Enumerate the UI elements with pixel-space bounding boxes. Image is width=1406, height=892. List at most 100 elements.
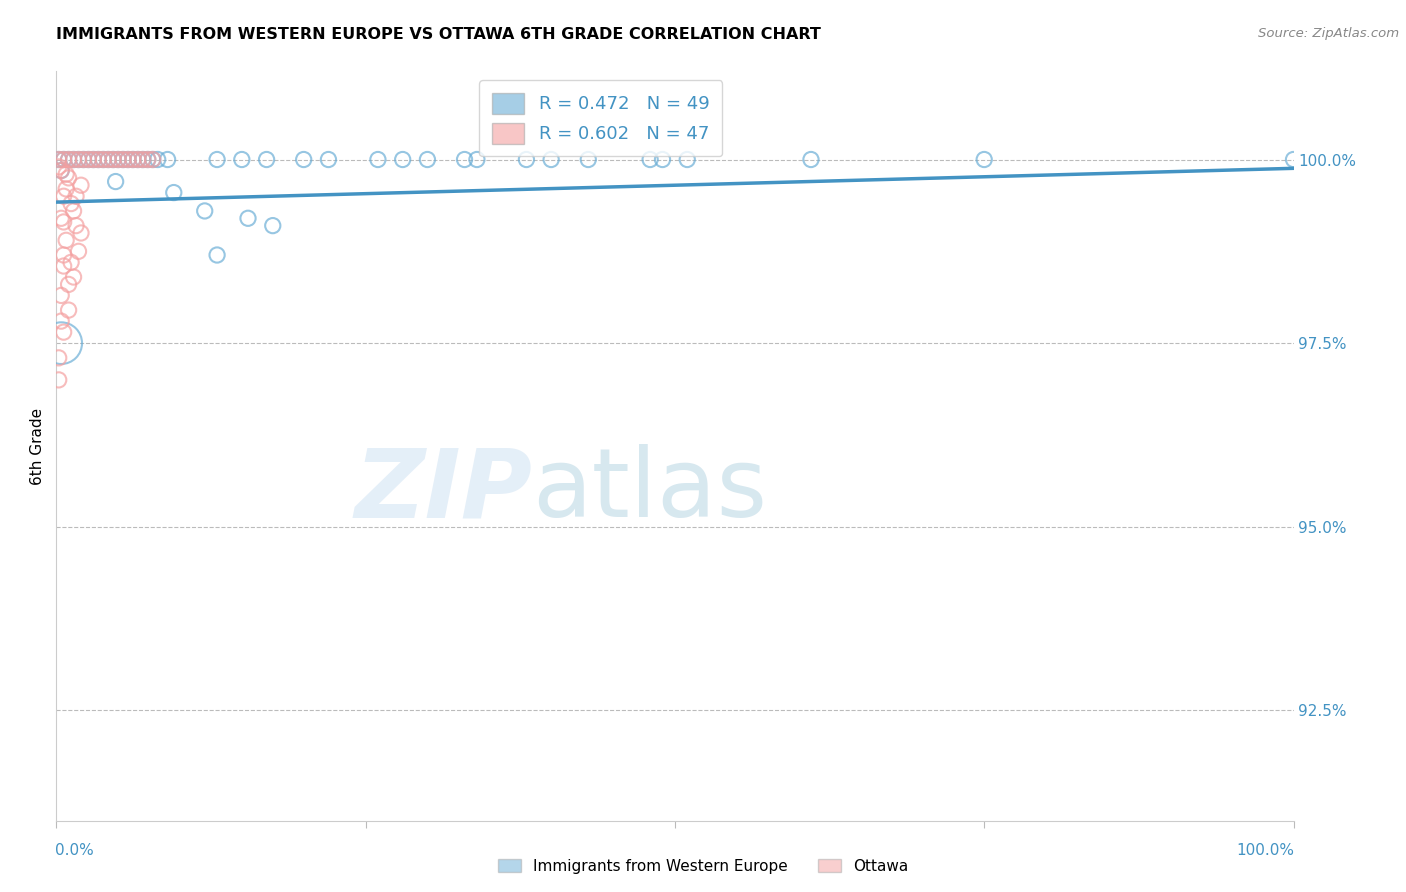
Point: [142, 153, 165, 167]
Point: [194, 203, 217, 218]
Point: [58, 277, 80, 292]
Point: [52, 325, 75, 339]
Point: [107, 153, 129, 167]
Point: [82, 153, 104, 167]
Point: [52, 259, 75, 273]
Point: [77, 153, 100, 167]
Point: [77, 153, 100, 167]
Point: [55, 233, 77, 247]
Point: [142, 153, 165, 167]
Point: [67, 244, 90, 259]
Point: [52, 153, 75, 167]
Point: [156, 153, 179, 167]
Legend: Immigrants from Western Europe, Ottawa: Immigrants from Western Europe, Ottawa: [492, 853, 914, 880]
Point: [52, 248, 75, 262]
Point: [540, 153, 562, 167]
Text: Source: ZipAtlas.com: Source: ZipAtlas.com: [1258, 27, 1399, 40]
Point: [82, 153, 104, 167]
Point: [453, 153, 475, 167]
Text: 100.0%: 100.0%: [1237, 843, 1295, 858]
Point: [51, 163, 73, 178]
Point: [52, 215, 75, 229]
Text: 0.0%: 0.0%: [55, 843, 94, 858]
Point: [58, 170, 80, 185]
Point: [48, 373, 70, 387]
Point: [112, 153, 135, 167]
Point: [231, 153, 253, 167]
Point: [97, 153, 120, 167]
Point: [62, 270, 84, 285]
Point: [112, 153, 135, 167]
Point: [576, 153, 599, 167]
Point: [65, 189, 87, 203]
Point: [117, 153, 139, 167]
Point: [205, 248, 228, 262]
Point: [117, 153, 139, 167]
Point: [262, 219, 284, 233]
Point: [70, 226, 93, 240]
Point: [60, 196, 83, 211]
Point: [51, 288, 73, 302]
Point: [67, 153, 90, 167]
Point: [87, 153, 110, 167]
Point: [70, 178, 93, 193]
Point: [97, 153, 120, 167]
Point: [676, 153, 699, 167]
Point: [122, 153, 145, 167]
Point: [256, 153, 278, 167]
Legend: R = 0.472   N = 49, R = 0.602   N = 47: R = 0.472 N = 49, R = 0.602 N = 47: [479, 80, 723, 156]
Point: [132, 153, 155, 167]
Text: atlas: atlas: [533, 444, 768, 538]
Point: [51, 336, 73, 351]
Point: [51, 211, 73, 226]
Point: [107, 153, 129, 167]
Point: [62, 153, 84, 167]
Point: [163, 186, 186, 200]
Point: [55, 167, 77, 181]
Point: [58, 153, 80, 167]
Point: [62, 153, 84, 167]
Point: [52, 189, 75, 203]
Point: [87, 153, 110, 167]
Point: [515, 153, 537, 167]
Point: [67, 153, 90, 167]
Point: [52, 153, 75, 167]
Point: [236, 211, 259, 226]
Point: [65, 219, 87, 233]
Point: [72, 153, 94, 167]
Point: [58, 153, 80, 167]
Point: [55, 182, 77, 196]
Point: [72, 153, 94, 167]
Point: [1282, 153, 1305, 167]
Text: ZIP: ZIP: [354, 444, 533, 538]
Point: [48, 351, 70, 365]
Point: [51, 314, 73, 328]
Point: [651, 153, 673, 167]
Point: [292, 153, 315, 167]
Point: [146, 153, 169, 167]
Point: [465, 153, 488, 167]
Point: [91, 153, 114, 167]
Point: [58, 303, 80, 318]
Point: [416, 153, 439, 167]
Text: IMMIGRANTS FROM WESTERN EUROPE VS OTTAWA 6TH GRADE CORRELATION CHART: IMMIGRANTS FROM WESTERN EUROPE VS OTTAWA…: [56, 27, 821, 42]
Point: [391, 153, 413, 167]
Point: [48, 160, 70, 174]
Point: [48, 153, 70, 167]
Point: [136, 153, 159, 167]
Y-axis label: 6th Grade: 6th Grade: [30, 408, 45, 484]
Point: [136, 153, 159, 167]
Point: [91, 153, 114, 167]
Point: [638, 153, 661, 167]
Point: [800, 153, 823, 167]
Point: [205, 153, 228, 167]
Point: [101, 153, 124, 167]
Point: [51, 163, 73, 178]
Point: [973, 153, 995, 167]
Point: [367, 153, 389, 167]
Point: [60, 255, 83, 269]
Point: [318, 153, 340, 167]
Point: [62, 203, 84, 218]
Point: [127, 153, 149, 167]
Point: [122, 153, 145, 167]
